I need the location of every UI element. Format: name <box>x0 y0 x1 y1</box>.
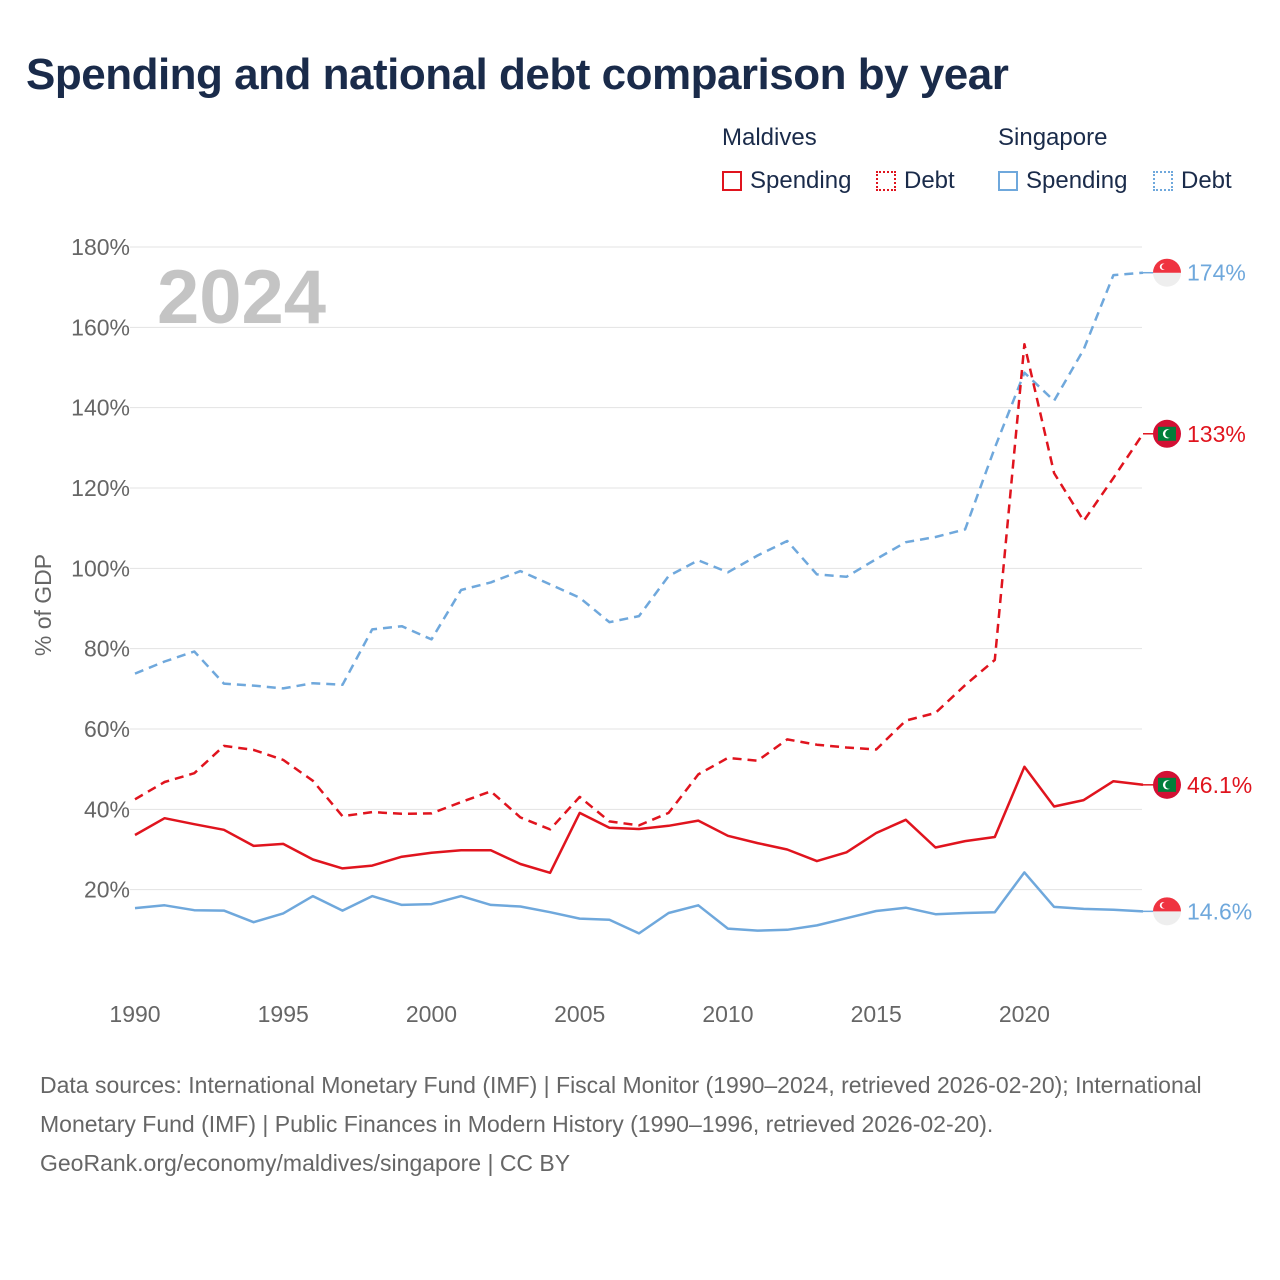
legend-maldives-debt[interactable]: Debt <box>876 166 955 196</box>
singapore-flag-crescent-cut <box>1161 902 1168 909</box>
series-line-singapore-spending <box>134 871 1144 935</box>
y-tick-label: 140% <box>71 395 130 421</box>
y-tick-label: 20% <box>84 877 130 903</box>
end-value-label: 174% <box>1187 260 1246 286</box>
y-axis-label: % of GDP <box>30 554 56 656</box>
footer: Data sources: International Monetary Fun… <box>40 1066 1240 1183</box>
legend-singapore-spending[interactable]: Spending <box>998 166 1127 196</box>
y-tick-label: 40% <box>84 796 130 822</box>
legend-group-singapore: Singapore <box>998 124 1108 151</box>
x-tick-label: 1990 <box>109 1001 160 1027</box>
legend-swatch-dotted <box>876 171 896 191</box>
y-tick-label: 80% <box>84 636 130 662</box>
legend-label: Spending <box>750 167 852 194</box>
x-tick-label: 2005 <box>554 1001 605 1027</box>
line-chart: 20% 40% 60% 80% 100% 120% 140% 160% 180% 1990 1995… <box>30 234 1252 1027</box>
y-tick-label: 160% <box>71 314 130 340</box>
end-value-label: 133% <box>1187 421 1246 447</box>
legend-swatch-solid <box>998 171 1018 191</box>
legend-label: Debt <box>904 167 955 194</box>
legend-group-maldives: Maldives <box>722 124 817 151</box>
series-line-maldives-debt <box>134 342 1145 831</box>
series-line-singapore-debt <box>134 271 1144 690</box>
end-value-label: 46.1% <box>1187 772 1252 798</box>
maldives-flag-crescent-cut <box>1165 429 1174 438</box>
legend-maldives-spending[interactable]: Spending <box>722 166 851 196</box>
y-tick-label: 180% <box>71 234 130 260</box>
x-tick-label: 2015 <box>851 1001 902 1027</box>
maldives-flag-crescent-cut <box>1165 780 1174 789</box>
series-line-maldives-spending <box>134 765 1144 875</box>
x-tick-label: 2000 <box>406 1001 457 1027</box>
credit-link[interactable]: GeoRank.org/economy/maldives/singapore |… <box>40 1150 571 1176</box>
data-sources: Data sources: International Monetary Fun… <box>40 1072 1202 1137</box>
y-tick-label: 60% <box>84 716 130 742</box>
legend-swatch-dotted <box>1153 171 1173 191</box>
legend-singapore-debt[interactable]: Debt <box>1153 166 1232 196</box>
y-tick-label: 120% <box>71 475 130 501</box>
x-tick-label: 1995 <box>258 1001 309 1027</box>
legend-label: Spending <box>1026 167 1128 194</box>
x-tick-label: 2010 <box>702 1001 753 1027</box>
legend-swatch-solid <box>722 171 742 191</box>
year-watermark: 2024 <box>157 255 326 340</box>
singapore-flag-crescent-cut <box>1161 263 1168 270</box>
legend-label: Debt <box>1181 167 1232 194</box>
y-tick-label: 100% <box>71 555 130 581</box>
end-value-label: 14.6% <box>1187 898 1252 924</box>
x-tick-label: 2020 <box>999 1001 1050 1027</box>
chart-title: Spending and national debt comparison by… <box>26 50 1009 99</box>
